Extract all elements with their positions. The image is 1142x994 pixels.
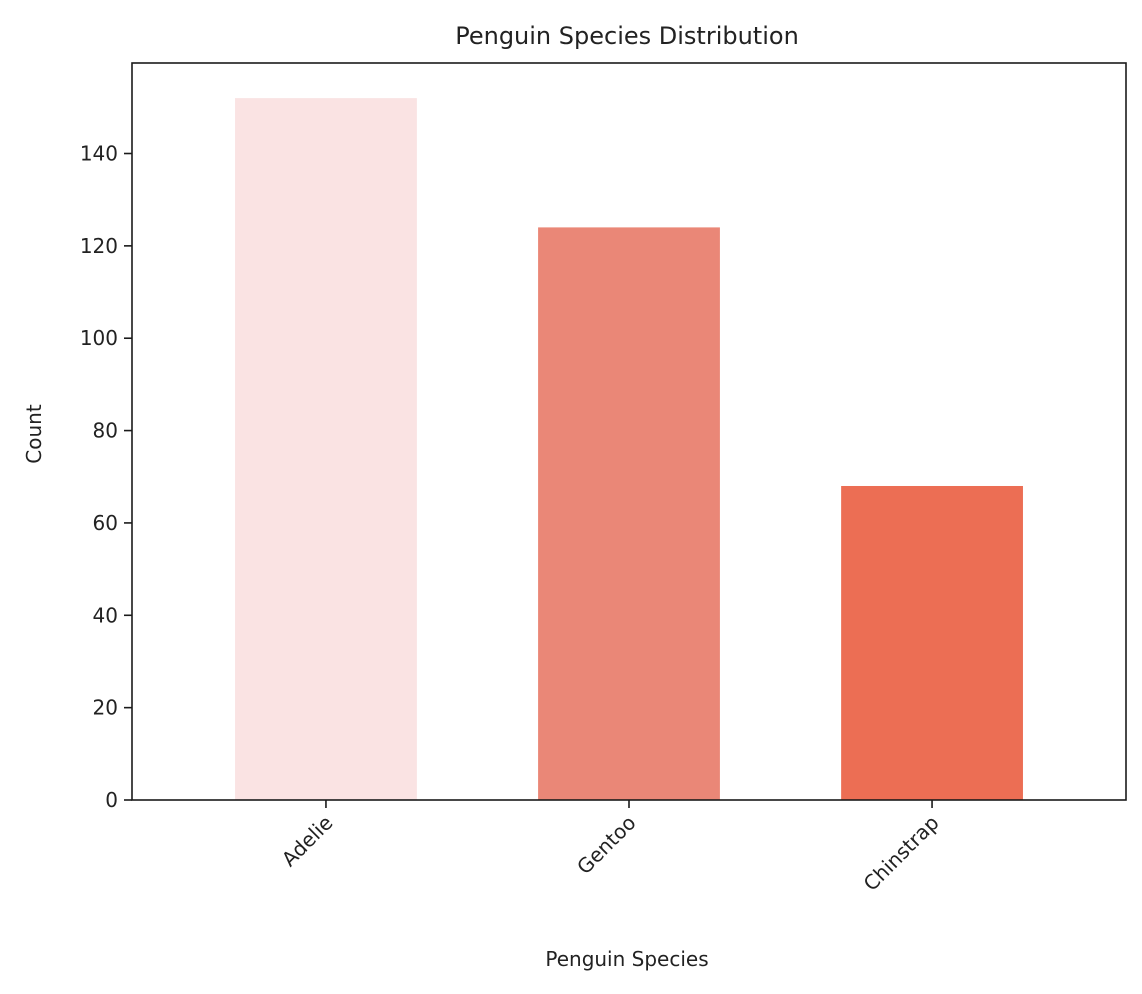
y-tick-label: 20 [93, 696, 118, 720]
bar-adelie [235, 98, 417, 801]
plot-area-frame [131, 62, 1127, 801]
y-tick-label: 140 [80, 142, 118, 166]
y-tick-label: 80 [93, 419, 118, 443]
bar-chinstrap [841, 485, 1023, 800]
y-tick-label: 40 [93, 603, 118, 627]
x-axis-title: Penguin Species [545, 947, 708, 971]
y-tick-label: 100 [80, 326, 118, 350]
bars-group [235, 98, 1023, 801]
y-axis-ticks: 0 20 40 60 80 100 120 140 [80, 142, 132, 812]
y-tick-label: 60 [93, 511, 118, 535]
y-axis-title: Count [22, 404, 46, 464]
chart-title: Penguin Species Distribution [455, 22, 799, 50]
y-tick-label: 0 [105, 788, 118, 812]
y-tick-label: 120 [80, 234, 118, 258]
bar-gentoo [538, 227, 720, 800]
